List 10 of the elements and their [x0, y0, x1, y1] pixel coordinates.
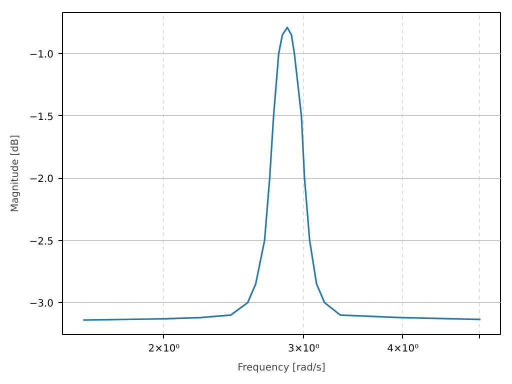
- x-tick-label: 4×10⁰: [387, 344, 419, 354]
- x-tick-label: 2×10⁰: [148, 344, 180, 354]
- x-axis-title: Frequency [rad/s]: [238, 362, 326, 374]
- x-tick-label: 3×10⁰: [288, 344, 320, 354]
- y-tick-label: −2.0: [29, 174, 54, 186]
- y-tick-label: −3.0: [29, 298, 54, 310]
- y-tick-label: −1.0: [29, 50, 54, 61]
- y-tick-label: −2.5: [29, 236, 54, 248]
- y-tick-label: −1.5: [29, 112, 54, 123]
- y-axis-title: Magnitude [dB]: [10, 134, 22, 212]
